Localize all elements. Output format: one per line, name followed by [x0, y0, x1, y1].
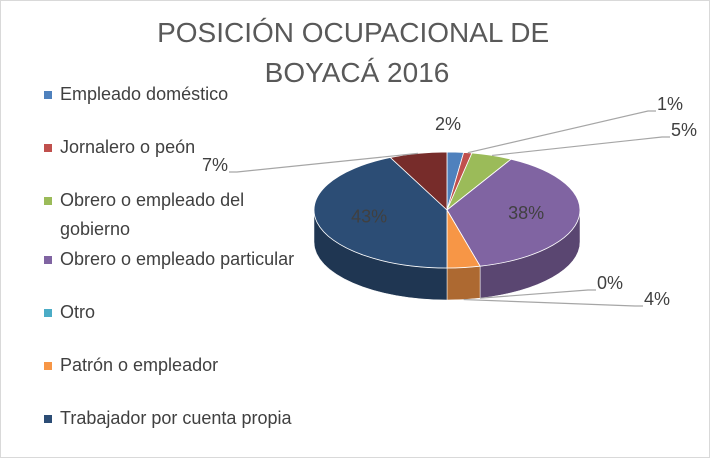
slice-side — [446, 265, 481, 301]
slice — [389, 151, 448, 211]
legend-label: Obrero o empleado del gobierno — [60, 190, 249, 239]
legend-marker — [44, 91, 52, 99]
legend-label: Patrón o empleador — [60, 355, 218, 375]
leader-line — [491, 136, 670, 157]
leader-line — [463, 298, 643, 307]
data-label: 2% — [435, 114, 461, 134]
legend-label: Otro — [60, 302, 95, 322]
legend-marker — [44, 415, 52, 423]
data-label: 43% — [351, 206, 387, 226]
leader-line — [229, 152, 419, 173]
slice — [313, 157, 448, 269]
data-label: 38% — [508, 203, 544, 223]
legend-label: Jornalero o peón — [60, 137, 195, 157]
data-label: 5% — [671, 120, 697, 140]
data-label: 7% — [202, 155, 228, 175]
legend-marker — [44, 144, 52, 152]
slice — [446, 158, 581, 267]
data-label: 0% — [597, 273, 623, 293]
chart-title: POSICIÓN OCUPACIONAL DE BOYACÁ 2016 — [157, 17, 557, 88]
legend-marker — [44, 256, 52, 264]
data-label: 1% — [657, 94, 683, 114]
legend-label: Obrero o empleado particular — [60, 249, 294, 269]
leader-line — [480, 289, 596, 299]
legend-label: Trabajador por cuenta propia — [60, 408, 292, 428]
legend-marker — [44, 362, 52, 370]
legend-marker — [44, 309, 52, 317]
legend-marker — [44, 197, 52, 205]
data-label: 4% — [644, 289, 670, 309]
leader-line — [467, 110, 656, 154]
legend-label: Empleado doméstico — [60, 84, 228, 104]
